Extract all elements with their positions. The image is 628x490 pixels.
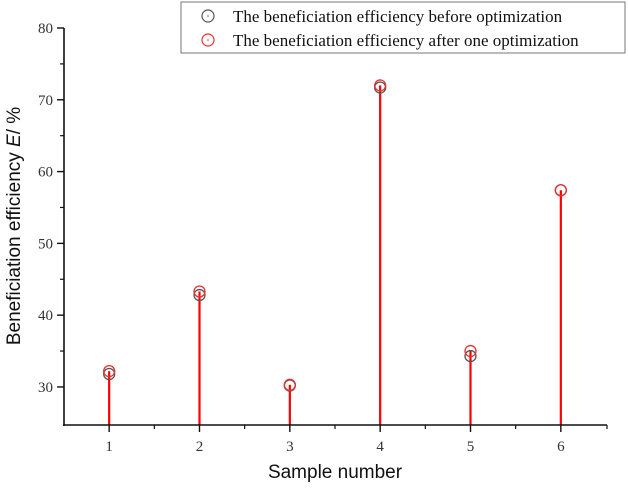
legend-box [180,1,626,54]
y-tick-label: 30 [38,380,53,396]
x-tick-label: 5 [467,439,475,455]
y-tick-label: 70 [38,93,53,109]
legend-marker-after-dot-icon [207,39,209,41]
x-tick-label: 4 [376,439,384,455]
x-tick-label: 1 [105,439,113,455]
x-tick-label: 2 [196,439,204,455]
x-tick-label: 6 [557,439,565,455]
marker-after-icon [193,285,206,298]
y-tick-label: 60 [38,165,53,181]
y-ticks: 30 40 50 60 70 80 [38,21,64,396]
y-tick-label: 80 [38,21,53,37]
marker-after-icon [464,344,477,358]
marker-before-icon [103,367,116,381]
y-axis-title: Beneficiation efficiency E/ % [4,107,25,345]
legend-marker-before-dot-icon [207,15,209,17]
marker-before-icon [464,349,477,363]
marker-after-icon [103,365,116,378]
x-tick-label: 3 [286,439,294,455]
legend-label-after: The beneficiation efficiency after one o… [233,31,579,50]
y-tick-label: 50 [38,236,53,252]
data-markers [103,79,567,392]
x-axis-title: Sample number [268,462,403,483]
legend-item-after: The beneficiation efficiency after one o… [201,31,579,50]
y-axis-title-prefix: Beneficiation efficiency [4,147,25,345]
legend-label-before: The beneficiation efficiency before opti… [233,7,563,26]
marker-after-icon [374,79,387,92]
y-axis-title-italic: E [4,134,25,147]
y-axis-title-suffix: / % [4,107,25,135]
x-ticks: 1 2 3 4 5 6 [105,425,608,455]
legend-marker-before-icon [201,9,215,23]
legend: The beneficiation efficiency before opti… [180,1,626,54]
marker-after-icon [283,378,296,391]
marker-before-icon [193,288,206,302]
legend-marker-after-icon [201,33,215,47]
y-tick-label: 40 [38,308,53,324]
stems [108,85,562,425]
legend-item-before: The beneficiation efficiency before opti… [201,7,563,26]
axes: 30 40 50 60 70 80 1 2 3 4 5 6 [38,21,608,455]
marker-after-icon [554,184,567,197]
